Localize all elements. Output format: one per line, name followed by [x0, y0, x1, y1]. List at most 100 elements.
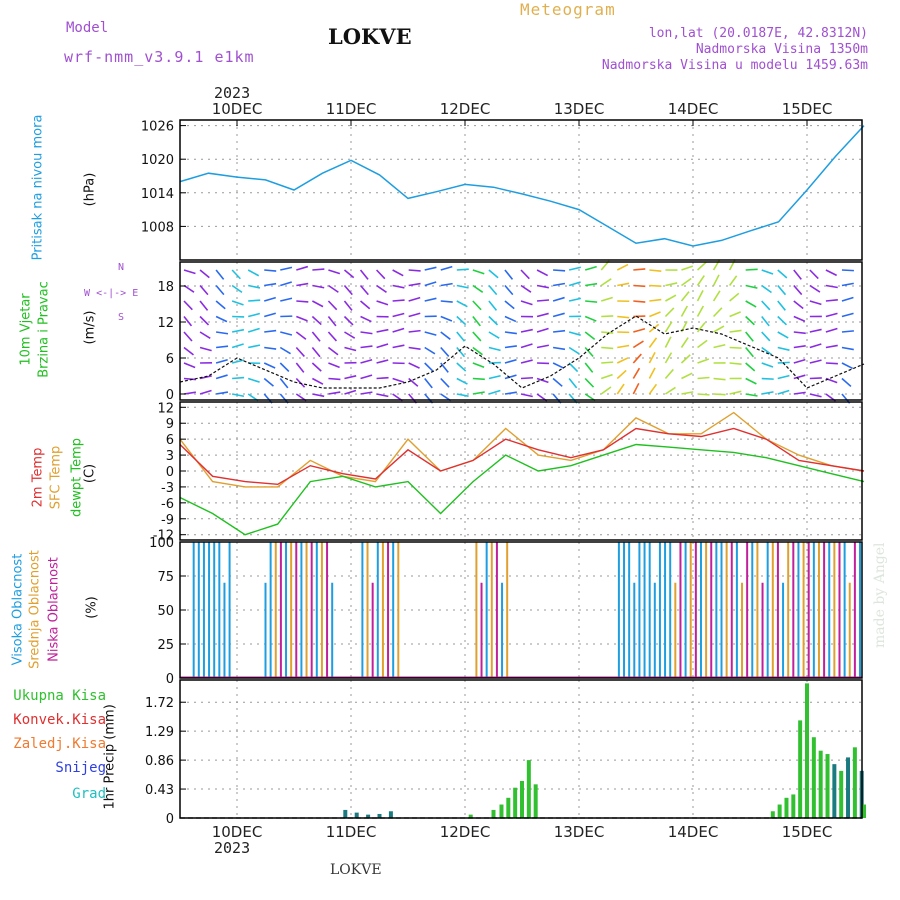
- wind-arrow: [344, 375, 357, 380]
- legend-hail: Grad: [72, 786, 106, 802]
- wind-arrow: [825, 344, 838, 349]
- wind-arrow: [729, 292, 740, 302]
- wind-arrow: [520, 269, 530, 280]
- wind-arrow: [632, 340, 644, 349]
- wind-arrow: [520, 359, 533, 364]
- wind-arrow: [600, 373, 613, 380]
- wind-arrow: [376, 343, 389, 349]
- y-tick-label: 0.43: [145, 783, 174, 798]
- bottom-year-label: 2023: [214, 839, 251, 857]
- y-tick-label: 12: [157, 316, 174, 331]
- wind-arrow: [199, 331, 211, 340]
- wind-arrow: [183, 362, 196, 369]
- y-tick-label: 50: [157, 604, 174, 619]
- series-layer: [179, 125, 866, 819]
- wind-arrow: [825, 362, 838, 365]
- wind-arrow: [584, 346, 594, 358]
- precip-bar: [377, 813, 382, 818]
- precip-bar: [839, 770, 844, 818]
- model-name: wrf-nmm_v3.9.1 e1km: [64, 48, 255, 66]
- wind-arrow: [680, 305, 689, 317]
- wind-arrow: [809, 377, 822, 380]
- wind-arrow: [440, 282, 453, 287]
- wind-arrow: [601, 346, 614, 350]
- precip-bar: [811, 737, 816, 818]
- precip-bar: [499, 804, 504, 818]
- wind-arrow: [520, 300, 533, 306]
- wind-arrow: [215, 284, 225, 296]
- wind-arrow: [280, 297, 293, 302]
- wind-arrow: [584, 362, 594, 373]
- wind-arrow: [376, 284, 387, 293]
- y-tick-label: 6: [166, 433, 174, 448]
- compass-bar: |: [108, 288, 115, 299]
- precip-bar: [798, 720, 803, 818]
- wind-arrow: [312, 284, 325, 289]
- y-tick-label: 12: [157, 401, 174, 416]
- wind-arrow: [328, 391, 341, 395]
- y-tick-label: 75: [157, 570, 174, 585]
- wind-arrow: [504, 358, 517, 364]
- wind-arrow: [809, 343, 822, 349]
- wind-arrow: [231, 284, 243, 294]
- wind-arrow: [296, 300, 309, 303]
- precip-bar: [343, 809, 348, 818]
- wind-arrow: [568, 297, 582, 302]
- wind-arrow: [232, 376, 245, 380]
- wind-arrow: [215, 359, 228, 364]
- wind-arrow: [264, 269, 277, 272]
- wind-arrow: [552, 312, 565, 318]
- wind-arrow: [665, 282, 678, 287]
- model-altitude-label: Nadmorska Visina u modelu 1459.63m: [601, 58, 868, 73]
- compass-s: S: [118, 312, 125, 323]
- wind-arrow: [600, 278, 612, 287]
- wind-arrow: [504, 345, 517, 349]
- wind-arrow: [809, 328, 822, 333]
- wind-arrow: [681, 265, 694, 271]
- wind-arrow: [472, 269, 485, 275]
- wind-arrow: [825, 269, 838, 277]
- wind-arrow: [520, 376, 534, 380]
- wind-arrow: [424, 346, 436, 355]
- wind-arrow: [568, 362, 579, 373]
- panel-frame: [179, 261, 863, 401]
- wind-arrow: [312, 377, 324, 385]
- wind-arrow: [841, 312, 854, 318]
- y-tick-label: 1.72: [145, 696, 174, 711]
- pressure-line: [179, 125, 865, 247]
- precip-bar: [491, 809, 496, 818]
- precip-bar: [846, 757, 851, 818]
- wind-arrow: [408, 346, 421, 350]
- wind-arrow: [809, 284, 821, 293]
- wind-arrow: [215, 374, 228, 380]
- wind-arrow: [375, 269, 386, 280]
- wind-arrow: [793, 269, 802, 280]
- wind-arrow: [680, 337, 689, 348]
- wind-arrow: [312, 300, 324, 308]
- wind-arrow: [729, 311, 741, 318]
- wind-arrow: [664, 336, 672, 348]
- wind-arrow: [697, 393, 710, 396]
- y-tick-label: 1.29: [145, 725, 174, 740]
- wind-arrow: [312, 268, 325, 271]
- wind-arrow: [456, 268, 469, 271]
- compass-w: W: [84, 288, 91, 299]
- panel-frame: [179, 679, 863, 819]
- legend-convective-rain: Konvek.Kisa: [13, 712, 106, 728]
- top-year-label: 2023: [214, 84, 251, 102]
- wind-arrow: [536, 377, 549, 384]
- wind-arrow: [344, 346, 357, 352]
- wind-arrow: [424, 281, 437, 287]
- precip-bar: [832, 764, 837, 818]
- wind-arrow: [761, 331, 771, 342]
- wind-arrow: [199, 269, 210, 279]
- top-day-label: 13DEC: [554, 100, 605, 118]
- wind-arrow: [713, 393, 726, 396]
- y-tick-label: 1020: [141, 153, 174, 168]
- wind-arrow: [809, 300, 822, 306]
- wind-arrow: [488, 331, 500, 339]
- legend-freezing-rain: Zaledj.Kisa: [13, 736, 106, 752]
- wind-arrow: [680, 354, 691, 364]
- wind-arrow: [616, 357, 629, 364]
